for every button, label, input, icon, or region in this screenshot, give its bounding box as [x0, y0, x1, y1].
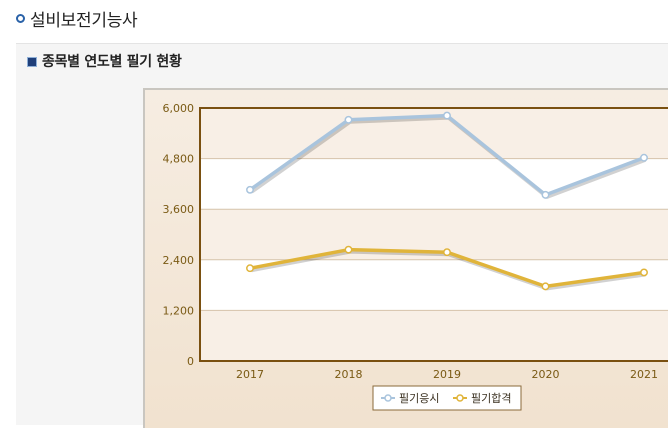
legend-marker — [456, 394, 464, 402]
legend-marker — [384, 394, 392, 402]
legend-box — [372, 385, 522, 411]
data-point — [640, 153, 648, 162]
x-tick-label: 2019 — [433, 368, 461, 381]
chart-frame: 0 1,200 2,400 3,600 4,800 6,000 2017 2018 2019 20… — [143, 88, 668, 428]
title-bullet-icon — [16, 14, 25, 23]
data-point — [640, 268, 648, 277]
x-tick-label: 2017 — [236, 368, 264, 381]
grid-band — [200, 310, 668, 361]
page-header: 설비보전기능사 — [0, 0, 668, 42]
y-tick-label: 2,400 — [163, 254, 195, 267]
y-tick-label: 4,800 — [163, 153, 195, 166]
y-tick-label: 3,600 — [163, 203, 195, 216]
section-square-icon — [27, 57, 37, 67]
section-title: 종목별 연도별 필기 현황 — [42, 54, 182, 70]
data-point — [344, 245, 353, 254]
y-tick-label: 1,200 — [163, 304, 195, 317]
data-point — [541, 282, 550, 291]
x-tick-label: 2021 — [630, 368, 658, 381]
x-tick-label: 2018 — [335, 368, 363, 381]
legend-label: 필기응시 — [399, 392, 439, 405]
data-point — [246, 264, 254, 273]
page-title: 설비보전기능사 — [30, 11, 138, 31]
data-point — [344, 115, 353, 124]
line-chart: 0 1,200 2,400 3,600 4,800 6,000 2017 2018 2019 20… — [163, 102, 668, 411]
data-point — [246, 185, 254, 194]
y-tick-label: 0 — [187, 355, 194, 368]
data-point — [443, 111, 451, 120]
plot-border — [199, 107, 668, 362]
legend-label: 필기합격 — [471, 392, 511, 405]
x-tick-label: 2020 — [532, 368, 560, 381]
data-point — [541, 190, 550, 199]
data-point — [443, 248, 451, 257]
y-tick-label: 6,000 — [163, 102, 195, 115]
